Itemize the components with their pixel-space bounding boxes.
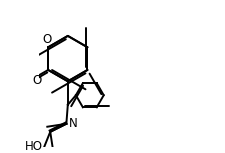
Text: O: O [43, 33, 52, 46]
Text: HO: HO [25, 140, 43, 153]
Text: O: O [33, 74, 42, 87]
Text: N: N [69, 117, 77, 130]
